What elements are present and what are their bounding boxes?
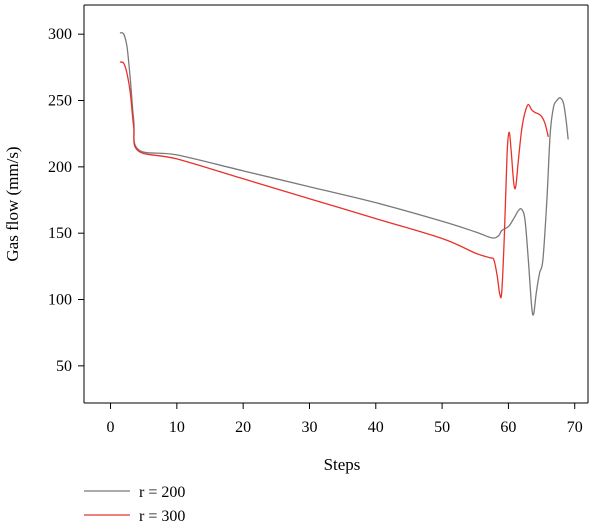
x-axis-title: Steps xyxy=(324,455,361,474)
legend-label-1: r = 200 xyxy=(139,484,185,501)
x-tick-label: 10 xyxy=(169,419,185,436)
x-tick-label: 20 xyxy=(235,419,251,436)
x-tick-label: 70 xyxy=(567,419,583,436)
y-tick-label: 50 xyxy=(56,358,72,375)
y-tick-label: 150 xyxy=(48,225,72,242)
series-line-2 xyxy=(119,61,549,299)
series-line-1 xyxy=(119,32,569,316)
x-axis-ticks: 0 10 20 30 40 50 60 70 xyxy=(107,403,583,436)
legend: r = 200 r = 300 xyxy=(84,484,185,525)
y-axis-ticks: 50 100 150 200 250 300 xyxy=(48,26,84,375)
y-tick-label: 100 xyxy=(48,292,72,309)
y-axis-title: Gas flow (mm/s) xyxy=(3,146,22,261)
y-tick-label: 200 xyxy=(48,159,72,176)
legend-label-2: r = 300 xyxy=(139,508,185,525)
x-tick-label: 30 xyxy=(301,419,317,436)
x-tick-label: 0 xyxy=(107,419,115,436)
x-tick-label: 60 xyxy=(500,419,516,436)
series-layer xyxy=(119,32,569,316)
x-tick-label: 50 xyxy=(434,419,450,436)
plot-frame xyxy=(83,4,589,404)
y-tick-label: 250 xyxy=(48,93,72,110)
y-tick-label: 300 xyxy=(48,26,72,43)
x-tick-label: 40 xyxy=(368,419,384,436)
